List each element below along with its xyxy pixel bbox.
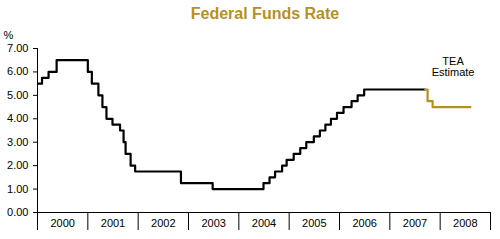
- svg-text:2000: 2000: [50, 217, 74, 229]
- svg-text:1.00: 1.00: [7, 183, 28, 195]
- html-text:Federal Funds Rate: Federal Funds Rate: [190, 5, 340, 22]
- svg-text:3.00: 3.00: [7, 136, 28, 148]
- svg-text:5.00: 5.00: [7, 89, 28, 101]
- svg-text:6.00: 6.00: [7, 65, 28, 77]
- svg-text:2007: 2007: [403, 217, 427, 229]
- svg-text:2002: 2002: [151, 217, 175, 229]
- svg-text:2003: 2003: [201, 217, 225, 229]
- svg-text:4.00: 4.00: [7, 112, 28, 124]
- svg-text:TEAEstimate: TEAEstimate: [432, 55, 475, 78]
- svg-text:2008: 2008: [453, 217, 477, 229]
- svg-text:0.00: 0.00: [7, 206, 28, 218]
- svg-text:2004: 2004: [252, 217, 276, 229]
- svg-text:2001: 2001: [101, 217, 125, 229]
- svg-text:2005: 2005: [302, 217, 326, 229]
- svg-text:%: %: [4, 29, 14, 41]
- svg-text:2006: 2006: [352, 217, 376, 229]
- svg-text:2.00: 2.00: [7, 159, 28, 171]
- svg-text:7.00: 7.00: [7, 42, 28, 54]
